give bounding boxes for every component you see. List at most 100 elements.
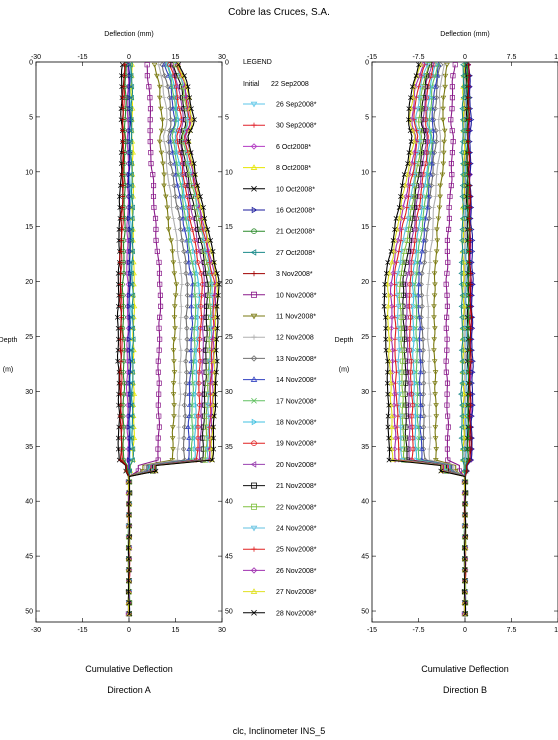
series-marker — [127, 314, 133, 321]
series-marker — [129, 259, 134, 266]
x-tick-label-bottom: -15 — [77, 627, 87, 634]
series-marker — [420, 204, 426, 211]
series-marker — [160, 161, 166, 167]
series-marker — [430, 171, 436, 178]
series-marker — [200, 347, 206, 354]
x-tick-label-bottom: 0 — [127, 627, 131, 634]
series-marker — [441, 139, 447, 145]
series-marker — [153, 237, 159, 243]
series-marker — [433, 127, 439, 134]
series-marker — [414, 128, 419, 133]
series-marker — [118, 348, 123, 353]
series-marker — [458, 391, 463, 397]
series-marker — [178, 326, 183, 331]
series-marker — [127, 226, 133, 233]
series-marker — [175, 249, 180, 254]
series-marker — [180, 116, 186, 123]
series-marker — [126, 611, 132, 617]
legend-entry: 20 Nov2008* — [276, 462, 317, 469]
series-marker — [407, 128, 413, 134]
x-tick-label-top: -30 — [31, 54, 41, 61]
series-marker — [420, 391, 427, 397]
series-marker — [427, 348, 432, 353]
series-marker — [128, 402, 134, 408]
series-marker — [188, 237, 194, 244]
series-marker — [189, 116, 195, 122]
series-marker — [214, 270, 220, 276]
series-marker — [392, 446, 398, 452]
series-marker — [432, 260, 439, 266]
series-marker — [411, 138, 418, 144]
series-marker — [165, 227, 172, 233]
series-marker — [184, 347, 190, 353]
series-marker — [395, 304, 402, 310]
series-marker — [127, 259, 133, 266]
series-marker — [419, 227, 425, 232]
series-marker — [188, 336, 194, 342]
legend-heading: LEGEND — [243, 59, 272, 66]
series-marker — [416, 314, 423, 320]
series-marker — [417, 391, 423, 397]
series-marker — [431, 348, 437, 354]
x-tick-label-bottom: -7.5 — [412, 627, 424, 634]
series-marker — [196, 303, 202, 310]
series-marker — [175, 95, 180, 101]
series-marker — [414, 270, 420, 276]
legend-entry: 30 Sep2008* — [276, 123, 317, 130]
series-marker — [444, 292, 450, 298]
series-marker — [187, 95, 193, 101]
series-marker — [167, 183, 172, 188]
legend-entry: 10 Nov2008* — [276, 292, 317, 299]
series-marker — [118, 271, 124, 276]
legend-entry: 12 Nov2008 — [276, 335, 314, 342]
legend-entry: 25 Nov2008* — [276, 547, 317, 554]
series-marker — [156, 424, 162, 430]
series-marker — [432, 326, 438, 332]
series-marker — [122, 62, 127, 67]
series-marker — [468, 293, 473, 298]
y-tick-label-right: 35 — [225, 444, 233, 451]
series-marker — [119, 315, 124, 320]
series-marker — [216, 281, 222, 287]
series-marker — [385, 413, 391, 419]
series-marker — [130, 446, 136, 452]
series-marker — [169, 84, 175, 90]
series-marker — [127, 292, 133, 299]
series-marker — [211, 446, 217, 452]
series-marker — [462, 534, 468, 540]
legend-entry: 22 Nov2008* — [276, 504, 317, 511]
y-tick-label-right: 25 — [225, 334, 233, 341]
series-marker — [382, 292, 388, 298]
series-marker — [388, 325, 395, 331]
series-marker — [118, 326, 123, 331]
series-marker — [430, 238, 435, 243]
series-marker — [161, 62, 168, 67]
series-marker — [426, 380, 432, 386]
series-marker — [412, 215, 417, 222]
x-tick-label-top: 0 — [463, 54, 467, 61]
series-marker — [462, 556, 468, 562]
series-marker — [212, 314, 219, 320]
series-marker — [459, 369, 465, 376]
series-marker — [194, 358, 199, 365]
series-marker — [156, 413, 162, 419]
series-marker — [127, 380, 133, 386]
series-marker — [449, 171, 455, 178]
series-marker — [402, 227, 409, 233]
x-tick-label-bottom: 15 — [554, 627, 558, 634]
series-marker — [403, 292, 409, 299]
series-marker — [186, 435, 192, 440]
series-marker — [462, 490, 468, 496]
series-marker — [462, 479, 468, 485]
series-marker — [427, 94, 433, 101]
series-marker — [414, 314, 420, 320]
series-marker — [118, 359, 124, 364]
series-marker — [172, 293, 179, 299]
series-marker — [394, 402, 400, 408]
series-marker — [171, 304, 178, 310]
series-marker — [154, 73, 160, 79]
series-marker — [201, 292, 207, 299]
series-marker — [414, 446, 419, 452]
series-marker — [120, 194, 126, 199]
series-marker — [129, 171, 134, 178]
